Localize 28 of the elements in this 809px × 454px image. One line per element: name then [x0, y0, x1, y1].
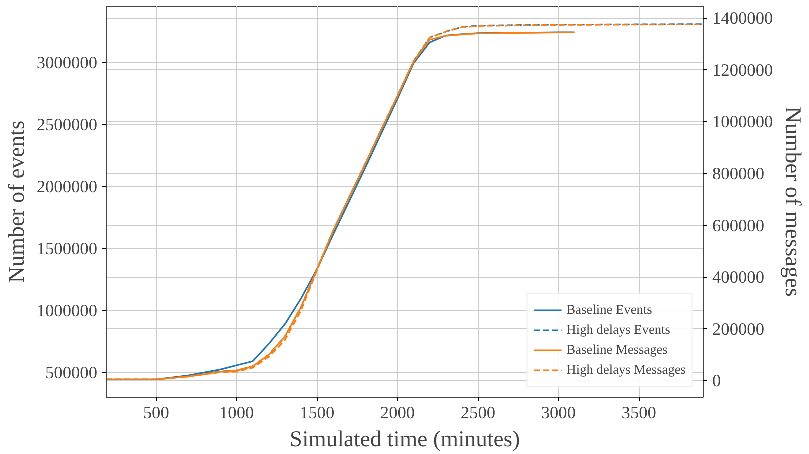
legend-label: Baseline Messages: [566, 342, 668, 358]
x-axis-title: Simulated time (minutes): [290, 426, 520, 452]
y2-tick-label: 800000: [712, 164, 764, 184]
y-axis-title: Number of events: [4, 120, 29, 284]
y-tick-label: 2500000: [36, 115, 98, 134]
y2-tick-label: 1200000: [712, 60, 774, 80]
x-tick-label: 1500: [300, 404, 335, 422]
y2-tick-label: 200000: [712, 320, 764, 339]
legend-label: High delays Events: [566, 322, 670, 338]
y-tick-label: 3000000: [36, 53, 98, 72]
x-tick-label: 2000: [380, 404, 416, 422]
y2-tick-label: 600000: [712, 216, 764, 236]
x-tick-label: 2500: [460, 404, 496, 422]
y2-axis-title: Number of messages: [781, 106, 806, 298]
y2-tick-label: 1400000: [712, 9, 774, 28]
x-tick-label: 3500: [622, 404, 656, 422]
x-tick-label: 3000: [541, 404, 576, 422]
y2-tick-label: 1000000: [712, 112, 774, 132]
y-tick-label: 500000: [46, 364, 98, 383]
legend-label: Baseline Events: [566, 302, 652, 318]
y-tick-label: 1000000: [36, 302, 98, 321]
y2-tick-label: 0: [712, 372, 722, 391]
y-tick-label: 2000000: [36, 177, 98, 196]
x-tick-label: 1000: [220, 404, 254, 422]
x-tick-label: 500: [143, 404, 170, 422]
legend-label: High delays Messages: [566, 362, 686, 378]
y-tick-label: 1500000: [36, 240, 98, 259]
y2-tick-label: 400000: [712, 268, 764, 288]
